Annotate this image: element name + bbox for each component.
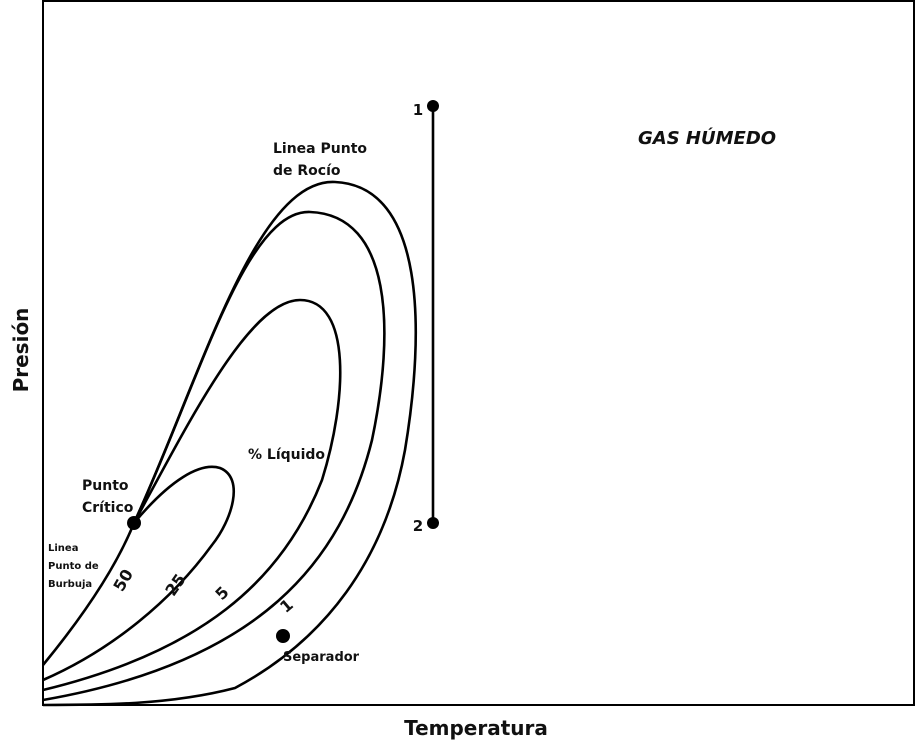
contour-5 [42,210,386,702]
contour-25 [42,298,342,692]
bubble-label: Linea [48,543,78,554]
contour-50 [42,465,235,682]
critical-label: Punto [82,478,129,494]
point-label: 2 [413,517,423,535]
y-axis-label: Presión [9,308,33,393]
contour-label: 1 [276,595,297,617]
contour-label: 5 [211,582,232,603]
contour-label: 50 [109,566,137,595]
point-label: 1 [413,101,423,119]
dew-curve [42,180,418,707]
x-axis-label: Temperatura [404,716,548,740]
title: GAS HÚMEDO [638,127,776,149]
contour-label: 25 [161,570,189,599]
bubble-label: Punto de [48,561,99,572]
critical-label: Crítico [82,500,134,516]
critical-point [127,516,141,530]
plot-frame [42,0,915,706]
separator-label: Separador [283,650,360,665]
point-1 [427,100,439,112]
separator-point [276,629,290,643]
liquid-label: % Líquido [248,447,325,463]
bubble-label: Burbuja [48,579,92,590]
dew-label: de Rocío [273,163,341,179]
point-2 [427,517,439,529]
dew-label: Linea Punto [273,141,367,157]
bubble-curve [41,522,136,666]
